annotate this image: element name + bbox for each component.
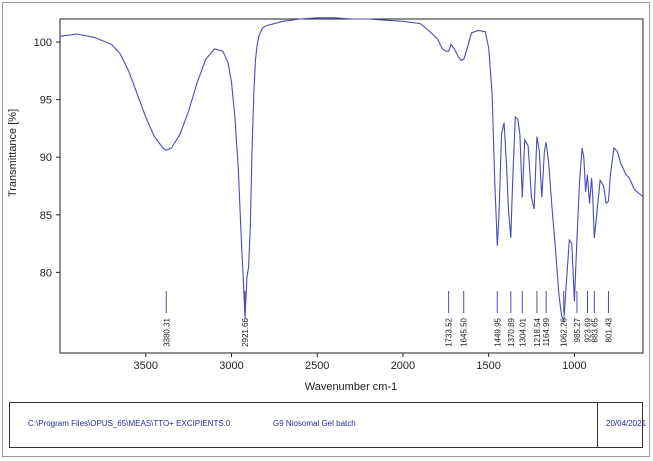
x-tick-label: 3000 xyxy=(219,360,243,372)
x-tick-label: 1500 xyxy=(476,360,500,372)
x-tick-label: 2000 xyxy=(391,360,415,372)
peak-label: 1733.52 xyxy=(445,317,454,346)
footer-info-box: C:\Program Files\OPUS_65\MEAS\TTO+ EXCIP… xyxy=(9,402,647,448)
peak-label: 1304.01 xyxy=(518,317,527,346)
peak-label: 883.65 xyxy=(590,317,599,342)
date-text: 20/04/2021 xyxy=(606,419,647,428)
peak-label: 1218.54 xyxy=(533,317,542,346)
peak-label: 1370.89 xyxy=(507,317,516,346)
figure-border xyxy=(2,2,650,457)
peak-label: 1062.26 xyxy=(560,317,569,346)
footer-divider xyxy=(597,403,598,447)
x-axis-ticks: 3500 3000 2500 2000 1500 1000 xyxy=(133,353,587,372)
x-axis-label: Wavenumber cm-1 xyxy=(305,381,398,393)
ir-spectrum-chart: 100 95 90 85 80 3500 3000 2500 2000 1500 1000 338… xyxy=(7,17,644,393)
y-tick-label: 80 xyxy=(40,267,52,279)
peak-label: 3380.31 xyxy=(162,317,171,346)
spectrum-line xyxy=(59,17,644,323)
x-tick-label: 2500 xyxy=(305,360,329,372)
x-tick-label: 3500 xyxy=(133,360,157,372)
y-axis-ticks: 100 95 90 85 80 xyxy=(34,37,60,279)
y-tick-label: 100 xyxy=(34,37,52,49)
y-tick-label: 85 xyxy=(40,210,52,222)
peak-markers: 3380.31 2921.66 1733.52 1645.50 1449.95 1370.… xyxy=(162,291,613,347)
peak-label: 985.27 xyxy=(573,317,582,342)
peak-label: 1645.50 xyxy=(460,317,469,346)
sample-name-text: G9 Niosomal Gel batch xyxy=(273,419,356,428)
peak-label: 1164.99 xyxy=(542,317,551,346)
peak-label: 2921.66 xyxy=(241,317,250,346)
peak-label: 801.43 xyxy=(604,317,613,342)
peak-label: 923.69 xyxy=(583,317,592,342)
y-tick-label: 90 xyxy=(40,152,52,164)
peak-label: 1449.95 xyxy=(493,317,502,346)
file-path-text: C:\Program Files\OPUS_65\MEAS\TTO+ EXCIP… xyxy=(28,419,231,428)
x-tick-label: 1000 xyxy=(562,360,586,372)
y-tick-label: 95 xyxy=(40,95,52,107)
plot-frame xyxy=(59,18,644,354)
y-axis-label: Transmittance [%] xyxy=(7,109,19,197)
